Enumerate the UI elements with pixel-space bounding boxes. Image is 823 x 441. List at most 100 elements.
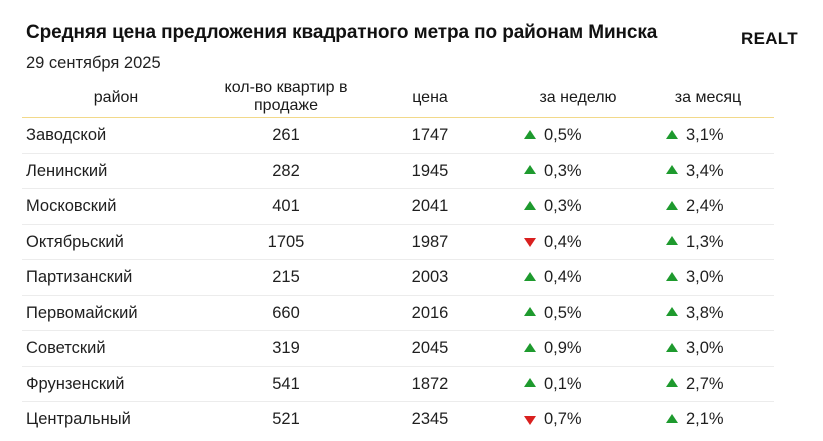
weekly-change-value: 0,4% xyxy=(544,268,582,287)
monthly-change-value: 3,0% xyxy=(686,339,724,358)
triangle-up-icon xyxy=(666,342,678,352)
monthly-change: 3,8% xyxy=(666,296,776,332)
district-name: Ленинский xyxy=(26,161,108,180)
price-per-sqm: 1747 xyxy=(411,126,449,145)
price-per-sqm: 2016 xyxy=(411,303,449,322)
district-name: Московский xyxy=(26,197,117,216)
monthly-change: 3,0% xyxy=(666,331,776,367)
monthly-change-value: 2,7% xyxy=(686,374,724,393)
monthly-change-value: 3,1% xyxy=(686,126,724,145)
table-row: Заводской 261 1747 0,5% 3,1% xyxy=(22,118,774,154)
triangle-up-icon xyxy=(666,271,678,281)
triangle-up-icon xyxy=(524,165,536,175)
weekly-change-value: 0,5% xyxy=(544,303,582,322)
apartment-count: 401 xyxy=(272,197,300,216)
weekly-change-value: 0,9% xyxy=(544,339,582,358)
table-row: Ленинский 282 1945 0,3% 3,4% xyxy=(22,154,776,190)
district-name: Первомайский xyxy=(26,303,138,322)
price-table: район кол-во квартир в продаже цена за н… xyxy=(22,78,774,438)
weekly-change: 0,9% xyxy=(524,331,634,367)
triangle-up-icon xyxy=(666,129,678,139)
apartment-count: 1705 xyxy=(267,232,305,251)
triangle-down-icon xyxy=(524,238,536,248)
monthly-change: 2,4% xyxy=(666,189,776,225)
table-row: Центральный 521 2345 0,7% 2,1% xyxy=(22,402,774,438)
triangle-up-icon xyxy=(524,342,536,352)
column-header-week: за неделю xyxy=(539,89,617,106)
weekly-change: 0,3% xyxy=(524,154,634,190)
weekly-change-value: 0,4% xyxy=(544,232,582,251)
triangle-up-icon xyxy=(666,200,678,210)
monthly-change: 3,0% xyxy=(666,260,776,296)
monthly-change-value: 2,4% xyxy=(686,197,724,216)
price-per-sqm: 2041 xyxy=(411,197,449,216)
apartment-count: 319 xyxy=(272,339,300,358)
weekly-change-value: 0,7% xyxy=(544,410,582,429)
chart-title: Средняя цена предложения квадратного мет… xyxy=(26,22,658,43)
apartment-count: 541 xyxy=(272,374,300,393)
district-name: Заводской xyxy=(26,126,107,145)
monthly-change: 2,7% xyxy=(666,367,776,403)
price-per-sqm: 1945 xyxy=(411,161,449,180)
price-per-sqm: 2045 xyxy=(411,339,449,358)
weekly-change-value: 0,3% xyxy=(544,161,582,180)
triangle-up-icon xyxy=(666,236,678,246)
apartment-count: 521 xyxy=(272,410,300,429)
monthly-change-value: 3,4% xyxy=(686,161,724,180)
table-body: Заводской 261 1747 0,5% 3,1% Ленинский 282 1945… xyxy=(22,118,774,438)
weekly-change: 0,3% xyxy=(524,189,634,225)
column-header-district: район xyxy=(93,89,139,106)
weekly-change-value: 0,5% xyxy=(544,126,582,145)
weekly-change: 0,4% xyxy=(524,225,634,261)
weekly-change: 0,1% xyxy=(524,367,634,403)
weekly-change: 0,7% xyxy=(524,402,634,438)
triangle-up-icon xyxy=(666,378,678,388)
district-name: Центральный xyxy=(26,410,131,429)
triangle-up-icon xyxy=(524,129,536,139)
monthly-change-value: 1,3% xyxy=(686,232,724,251)
monthly-change-value: 2,1% xyxy=(686,410,724,429)
weekly-change: 0,5% xyxy=(524,118,634,154)
table-row: Первомайский 660 2016 0,5% 3,8% xyxy=(22,296,776,332)
apartment-count: 215 xyxy=(272,268,300,287)
triangle-up-icon xyxy=(666,307,678,317)
column-header-month: за месяц xyxy=(674,89,742,106)
realt-logo: REALT xyxy=(741,29,798,48)
column-header-count: кол-во квартир в продаже xyxy=(224,79,348,114)
weekly-change: 0,4% xyxy=(524,260,634,296)
district-name: Октябрьский xyxy=(26,232,124,251)
monthly-change: 2,1% xyxy=(666,402,776,438)
district-name: Партизанский xyxy=(26,268,133,287)
triangle-up-icon xyxy=(524,271,536,281)
triangle-up-icon xyxy=(524,378,536,388)
price-per-sqm: 1987 xyxy=(411,232,449,251)
column-header-price: цена xyxy=(412,89,448,106)
price-per-sqm: 2345 xyxy=(411,410,449,429)
monthly-change: 3,4% xyxy=(666,154,776,190)
table-row: Фрунзенский 541 1872 0,1% 2,7% xyxy=(22,367,776,403)
monthly-change: 3,1% xyxy=(666,118,776,154)
table-header: район кол-во квартир в продаже цена за н… xyxy=(22,78,774,118)
triangle-up-icon xyxy=(524,200,536,210)
district-name: Советский xyxy=(26,339,106,358)
table-row: Октябрьский 1705 1987 0,4% 1,3% xyxy=(22,225,776,261)
monthly-change-value: 3,8% xyxy=(686,303,724,322)
apartment-count: 261 xyxy=(272,126,300,145)
triangle-up-icon xyxy=(666,165,678,175)
price-per-sqm: 2003 xyxy=(411,268,449,287)
apartment-count: 282 xyxy=(272,161,300,180)
price-per-sqm: 1872 xyxy=(411,374,449,393)
weekly-change-value: 0,1% xyxy=(544,374,582,393)
triangle-up-icon xyxy=(666,413,678,423)
table-row: Партизанский 215 2003 0,4% 3,0% xyxy=(22,260,774,296)
table-row: Московский 401 2041 0,3% 2,4% xyxy=(22,189,774,225)
weekly-change-value: 0,3% xyxy=(544,197,582,216)
triangle-down-icon xyxy=(524,415,536,425)
triangle-up-icon xyxy=(524,307,536,317)
weekly-change: 0,5% xyxy=(524,296,634,332)
monthly-change-value: 3,0% xyxy=(686,268,724,287)
monthly-change: 1,3% xyxy=(666,225,776,261)
chart-date: 29 сентября 2025 xyxy=(26,54,161,72)
apartment-count: 660 xyxy=(272,303,300,322)
table-row: Советский 319 2045 0,9% 3,0% xyxy=(22,331,774,367)
